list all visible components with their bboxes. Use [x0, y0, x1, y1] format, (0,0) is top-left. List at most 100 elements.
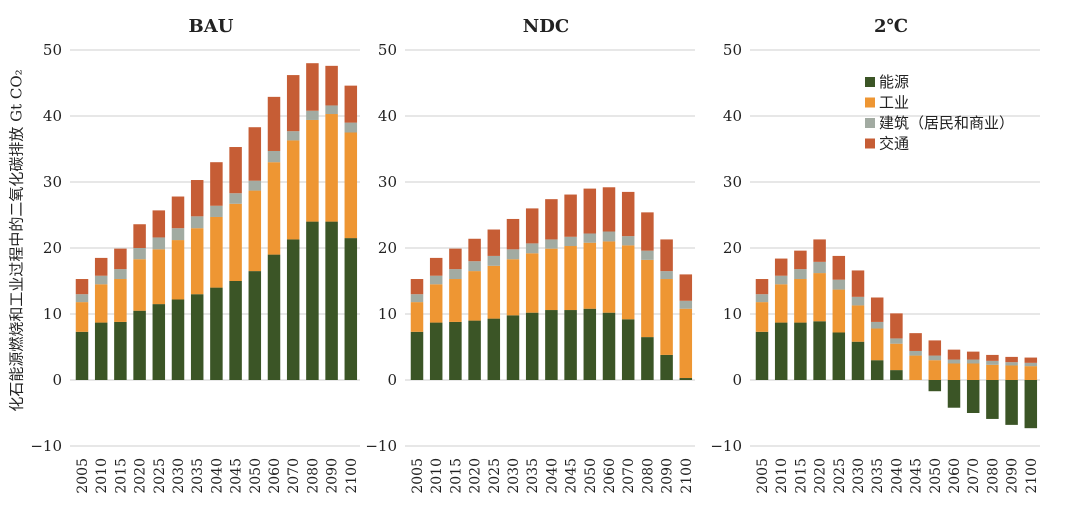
bar-segment: [870, 297, 884, 322]
legend-swatch: [865, 77, 875, 87]
bar-segment: [325, 221, 338, 380]
bar-segment: [641, 259, 654, 338]
bar-segment: [171, 299, 185, 380]
x-tick-label: 2015: [448, 458, 464, 494]
bar-segment: [813, 239, 826, 262]
y-tick-label: −10: [710, 437, 742, 455]
bar-segment: [851, 305, 865, 342]
bar-segment: [966, 363, 980, 380]
y-tick-label: 50: [378, 41, 397, 59]
bar-segment: [947, 349, 961, 360]
bar-segment: [94, 284, 108, 323]
y-tick-label: 0: [732, 371, 742, 389]
y-tick-label: 10: [378, 305, 397, 323]
y-tick-label: 10: [43, 305, 62, 323]
bar-segment: [133, 224, 146, 248]
x-tick-label: 2020: [133, 458, 149, 494]
bar-segment: [114, 269, 127, 280]
bar-segment: [1024, 380, 1038, 429]
bar-segment: [449, 248, 462, 270]
y-tick-label: 30: [378, 173, 397, 191]
x-tick-label: 2060: [602, 458, 618, 494]
bar-segment: [286, 131, 300, 141]
bar-segment: [602, 312, 616, 380]
bar-segment: [487, 255, 501, 266]
y-tick-label: −10: [365, 437, 397, 455]
y-tick-label: 0: [52, 371, 62, 389]
x-tick-label: 2030: [851, 458, 867, 494]
x-tick-label: 2040: [209, 458, 225, 494]
x-tick-label: 2035: [525, 458, 541, 494]
bar-segment: [870, 321, 884, 329]
bar-segment: [267, 254, 281, 380]
bar-segment: [909, 355, 922, 380]
bar-segment: [75, 302, 89, 332]
bar-segment: [890, 313, 903, 339]
legend-swatch: [865, 97, 875, 108]
chart-title: NDC: [523, 16, 569, 37]
y-tick-label: 20: [43, 239, 62, 257]
bar-segment: [545, 310, 558, 380]
bar-segment: [986, 380, 999, 419]
bar-segment: [966, 380, 980, 413]
bar-segment: [267, 150, 281, 163]
bar-segment: [325, 65, 338, 106]
x-tick-label: 2045: [909, 458, 925, 494]
x-tick-label: 2060: [267, 458, 283, 494]
bar-segment: [832, 255, 846, 280]
x-tick-label: 2020: [468, 458, 484, 494]
x-tick-label: 2080: [640, 458, 656, 494]
bar-segment: [344, 85, 358, 123]
bar-segment: [679, 308, 693, 379]
bar-segment: [487, 265, 501, 319]
bar-segment: [229, 193, 242, 204]
bar-segment: [468, 271, 481, 321]
bar-segment: [641, 250, 654, 260]
x-tick-label: 2090: [1005, 458, 1021, 494]
bar-segment: [794, 279, 807, 323]
bar-segment: [909, 350, 922, 356]
x-tick-label: 2010: [774, 458, 790, 494]
bar-segment: [928, 340, 942, 356]
legend-label: 工业: [879, 94, 909, 112]
bar-segment: [909, 333, 922, 351]
bar-segment: [890, 338, 903, 344]
bar-segment: [468, 320, 481, 380]
bar-segment: [75, 294, 89, 303]
bar-segment: [545, 199, 558, 240]
bar-segment: [870, 328, 884, 361]
bar-segment: [660, 239, 673, 272]
bar-segment: [429, 257, 443, 276]
bar-segment: [525, 208, 539, 244]
bar-segment: [429, 275, 443, 285]
bar-segment: [152, 237, 166, 250]
bar-segment: [545, 239, 558, 249]
bar-segment: [583, 242, 597, 309]
bar-segment: [248, 180, 262, 191]
bar-segment: [583, 188, 597, 234]
x-tick-label: 2045: [229, 458, 245, 494]
bar-segment: [171, 228, 185, 241]
bar-segment: [506, 218, 520, 250]
bar-segment: [190, 216, 204, 229]
bar-segment: [1024, 362, 1038, 367]
x-tick-label: 2070: [286, 458, 302, 494]
y-tick-label: 20: [723, 239, 742, 257]
x-tick-label: 2080: [985, 458, 1001, 494]
x-tick-label: 2010: [94, 458, 110, 494]
bar-segment: [229, 281, 242, 380]
bar-segment: [152, 210, 166, 238]
bar-segment: [133, 248, 146, 260]
bar-segment: [774, 322, 788, 380]
bar-segment: [487, 229, 501, 256]
bar-segment: [344, 238, 358, 380]
bar-segment: [564, 194, 577, 237]
bar-segment: [870, 360, 884, 380]
x-tick-label: 2030: [171, 458, 187, 494]
bar-segment: [248, 271, 262, 380]
bar-segment: [286, 239, 300, 380]
x-tick-label: 2070: [621, 458, 637, 494]
